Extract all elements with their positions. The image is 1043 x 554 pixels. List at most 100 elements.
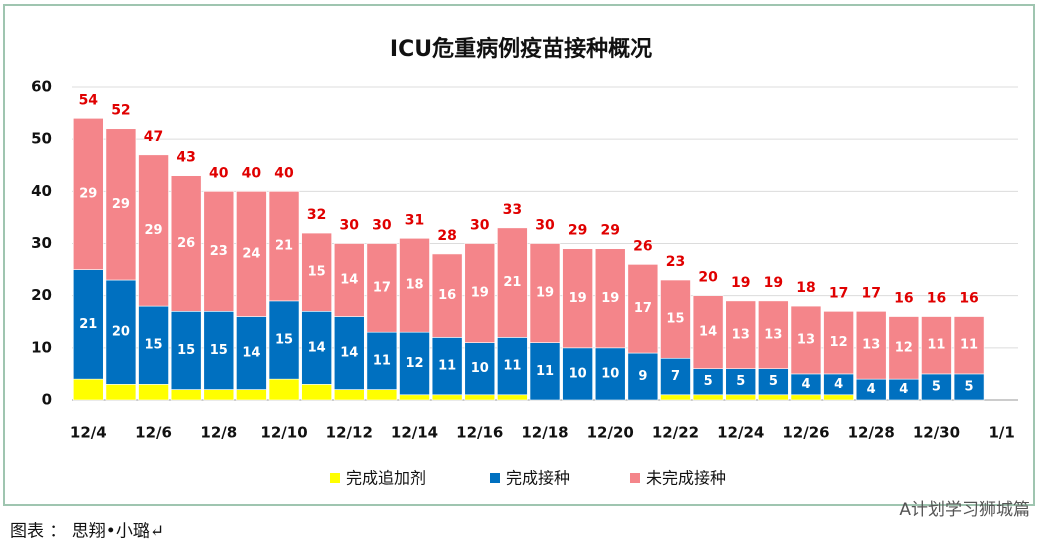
data-label: 15 [145,338,163,353]
caption: 图表 ： 思翔•小璐↵ [10,522,164,542]
data-label: 18 [405,278,423,293]
data-label: 5 [932,379,941,394]
data-label: 13 [732,327,750,342]
total-label: 29 [568,223,587,239]
bar-segment [431,253,463,338]
data-label: 13 [797,333,815,348]
data-label: 17 [634,301,652,316]
total-label: 17 [829,285,848,301]
bar-segment [692,368,724,396]
bar-segment [594,347,626,401]
bar-segment [758,368,789,396]
bar-segment [855,311,887,380]
bar-segment [301,311,332,385]
bar-segment [431,394,463,401]
data-label: 29 [145,223,163,238]
bar-segment [529,243,561,343]
y-tick-label: 40 [31,182,52,200]
bar-segment [627,264,659,354]
bar-segment [725,394,757,401]
bar-segment [105,384,137,401]
bar-segment [660,357,691,396]
y-tick-label: 20 [31,286,52,304]
bar-segment [725,300,757,369]
bar-segment [888,316,920,380]
bar-segment [138,154,169,307]
x-tick-label: 12/20 [587,424,634,442]
y-tick-label: 0 [42,391,52,409]
bar-segment [236,316,267,390]
data-label: 21 [275,239,293,254]
bar-segment [953,316,985,375]
total-label: 16 [894,291,913,307]
data-label: 4 [867,382,876,397]
bar-segment [464,342,496,396]
x-tick-label: 12/4 [70,424,107,442]
data-label: 17 [373,280,391,295]
data-label: 11 [503,359,521,374]
bar-segment [366,389,398,401]
total-label: 17 [861,285,880,301]
bar-segment [268,300,300,380]
legend-label: 完成追加剂 [346,469,426,488]
data-label: 16 [438,288,456,303]
data-label: 11 [927,338,945,353]
data-label: 15 [666,312,684,327]
total-label: 19 [764,275,783,291]
total-label: 18 [796,280,815,296]
bar-segment [562,347,593,401]
legend-swatch [630,473,640,483]
bar-segment [562,248,593,349]
total-label: 20 [698,270,718,286]
x-tick-label: 12/8 [200,424,237,442]
data-label: 11 [536,364,554,379]
bar-segment [170,311,202,390]
total-label: 52 [111,103,130,119]
bar-segment [921,316,952,375]
bar-segment [823,311,854,375]
x-tick-label: 12/14 [391,424,438,442]
total-label: 33 [503,202,522,218]
data-label: 10 [569,366,587,381]
total-label: 31 [405,212,424,228]
bar-segment [758,394,789,401]
bar-segment [236,389,267,401]
bar-segment [73,118,104,270]
x-tick-label: 12/22 [652,424,699,442]
data-label: 21 [503,275,521,290]
total-label: 40 [209,165,229,181]
data-label: 5 [769,374,778,389]
data-label: 10 [471,361,489,376]
bar-segment [594,248,626,349]
data-label: 15 [308,265,326,280]
bar-segment [203,191,235,312]
data-label: 19 [601,291,619,306]
bar-segment [366,331,398,390]
bar-segment [497,337,528,396]
y-tick-label: 60 [31,78,52,96]
bar-segment [203,311,235,390]
bar-segment [170,175,202,312]
bar-segment [497,227,528,338]
bar-segment [660,394,691,401]
data-label: 21 [79,317,97,332]
total-label: 30 [535,218,555,234]
bar-segment [236,191,267,317]
bar-segment [333,243,365,317]
watermark: A计划学习狮城篇 [899,500,1030,520]
bar-segment [73,269,104,380]
y-tick-label: 30 [31,234,52,252]
data-label: 11 [373,353,391,368]
bar-segment [73,378,104,401]
bar-segment [758,300,789,369]
total-label: 28 [437,228,456,244]
data-label: 14 [308,340,326,355]
data-label: 15 [210,343,228,358]
bar-segment [692,295,724,369]
total-label: 29 [600,223,619,239]
legend-swatch [490,473,500,483]
data-label: 12 [405,356,423,371]
total-label: 16 [927,291,946,307]
bar-segment [953,373,985,401]
total-label: 30 [340,218,360,234]
